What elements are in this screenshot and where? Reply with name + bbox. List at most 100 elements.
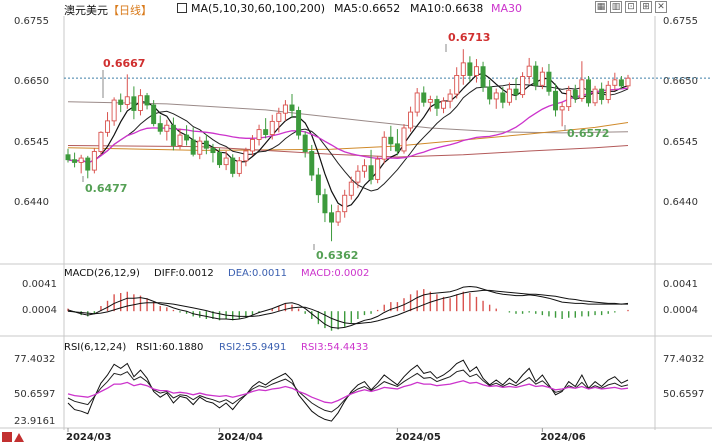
candle-down — [210, 143, 216, 163]
candle-up — [276, 107, 282, 133]
annotation-high-may: 0.6713 — [448, 31, 490, 44]
price-tick-right: 0.6755 — [663, 16, 698, 27]
candle-up — [427, 95, 433, 112]
macd-dea-value: DEA:0.0011 — [228, 268, 287, 279]
candle-down — [394, 129, 400, 156]
candle-up — [625, 74, 631, 89]
rsi-tick-left: 23.9161 — [14, 416, 55, 427]
price-axis-right: 0.6755 0.6650 0.6545 0.6440 — [663, 16, 698, 208]
candle-down — [157, 115, 163, 135]
candle-body — [421, 92, 427, 103]
rsi3-value: RSI3:54.4433 — [301, 342, 368, 353]
macd-plot — [67, 285, 629, 331]
candle-down — [296, 106, 302, 140]
candle-body — [170, 124, 176, 146]
candle-up — [375, 155, 381, 184]
chart-settings-icon[interactable]: ▦ — [595, 1, 607, 13]
candle-body — [605, 84, 611, 100]
candle-up — [105, 112, 111, 137]
time-label: 2024/06 — [540, 432, 585, 443]
logo-triangle-icon — [14, 432, 24, 442]
rsi-tick-left: 50.6597 — [14, 389, 55, 400]
candle-body — [520, 76, 526, 96]
candle-body — [526, 65, 532, 77]
candle-body — [217, 152, 223, 166]
candle-body — [355, 170, 361, 183]
candle-body — [493, 92, 499, 100]
price-tick-left: 0.6755 — [14, 16, 49, 27]
candle-up — [526, 57, 532, 84]
candle-body — [618, 79, 624, 87]
candle-body — [427, 99, 433, 103]
candle-body — [394, 143, 400, 152]
price-tick-left: 0.6650 — [14, 76, 49, 87]
candle-body — [210, 147, 216, 154]
candle-body — [111, 99, 117, 122]
candle-down — [263, 118, 269, 139]
candle-body — [282, 104, 288, 114]
candle-down — [480, 61, 486, 92]
annotation-low-jun: 0.6572 — [567, 127, 609, 140]
bar-chart-icon[interactable]: ▥ — [610, 1, 622, 13]
candle-down — [65, 148, 71, 163]
macd-axis: 0.0041 0.0004 0.0041 0.0004 — [22, 279, 698, 316]
candle-body — [236, 160, 242, 174]
ma30-line — [67, 87, 629, 164]
macd-header: MACD(26,12,9) DIFF:0.0012 DEA:0.0011 MAC… — [64, 268, 369, 279]
candle-body — [263, 129, 269, 135]
candle-body — [72, 159, 78, 163]
candle-body — [375, 158, 381, 180]
candle-body — [460, 62, 466, 76]
candle-down — [170, 117, 176, 151]
candle-body — [98, 131, 104, 152]
candle-body — [454, 74, 460, 95]
zoom-in-icon[interactable]: ⊞ — [640, 1, 652, 13]
candle-up — [447, 89, 453, 109]
candle-up — [236, 156, 242, 177]
ma-toggle-icon[interactable] — [177, 3, 187, 13]
pin-icon[interactable]: ⊡ — [625, 1, 637, 13]
instrument-name: 澳元美元 — [64, 4, 108, 17]
candle-up — [249, 135, 255, 156]
time-axis: 2024/03 2024/04 2024/05 2024/06 — [66, 432, 586, 443]
candle-up — [441, 97, 447, 114]
candle-down — [572, 84, 578, 103]
candlesticks — [65, 49, 631, 242]
candle-up — [612, 72, 618, 91]
candle-body — [342, 194, 348, 213]
candle-body — [539, 71, 545, 86]
rsi-tick-left: 77.4032 — [14, 354, 55, 365]
candle-body — [441, 100, 447, 109]
candle-body — [190, 139, 196, 155]
candle-body — [599, 88, 605, 100]
candle-body — [335, 211, 341, 223]
candle-body — [137, 95, 143, 111]
candle-down — [315, 167, 321, 203]
ma100-line — [67, 122, 629, 151]
candle-up — [520, 72, 526, 98]
candle-body — [414, 92, 420, 113]
close-icon[interactable]: ✕ — [655, 1, 667, 13]
ma10-line — [67, 84, 629, 192]
candle-body — [85, 157, 91, 171]
candle-body — [144, 95, 150, 106]
period-selector[interactable]: 【日线】 — [108, 4, 152, 17]
candle-up — [579, 61, 585, 102]
candle-up — [223, 150, 229, 171]
candle-body — [480, 66, 486, 88]
rsi-header: RSI(6,12,24) RSI1:60.1880 RSI2:55.9491 R… — [64, 342, 368, 353]
candle-up — [559, 102, 565, 127]
time-label: 2024/05 — [395, 432, 440, 443]
candle-down — [421, 86, 427, 107]
candle-body — [289, 104, 295, 111]
candle-body — [447, 93, 453, 102]
candle-up — [361, 159, 367, 178]
candle-body — [401, 127, 407, 152]
rsi-axis: 77.4032 50.6597 23.9161 77.4032 50.6597 — [14, 354, 704, 427]
candle-body — [91, 151, 97, 171]
candle-body — [315, 174, 321, 196]
candle-body — [434, 99, 440, 109]
price-tick-right: 0.6650 — [663, 76, 698, 87]
candle-body — [256, 129, 262, 140]
